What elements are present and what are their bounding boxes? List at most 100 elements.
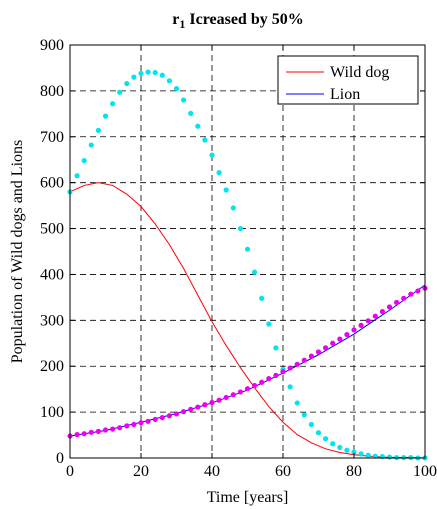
data-point <box>252 269 258 275</box>
data-point <box>230 392 236 398</box>
x-tick-label: 60 <box>275 463 291 480</box>
y-tick-label: 900 <box>40 37 64 54</box>
data-point <box>273 372 279 378</box>
data-point <box>173 411 180 417</box>
data-point <box>230 205 236 211</box>
y-tick-label: 800 <box>40 83 64 100</box>
data-point <box>266 321 272 327</box>
data-point <box>287 384 293 390</box>
data-point <box>88 429 94 435</box>
data-point <box>195 404 201 410</box>
data-point <box>110 426 116 432</box>
data-point <box>330 441 336 447</box>
data-point <box>117 425 123 431</box>
plot-frame <box>69 44 426 459</box>
data-point <box>301 412 307 418</box>
data-point <box>280 369 286 375</box>
data-point <box>145 418 151 424</box>
data-point <box>337 444 343 451</box>
data-point <box>173 85 180 92</box>
data-point <box>102 113 109 119</box>
data-point <box>188 406 194 412</box>
data-point <box>386 304 393 310</box>
data-point <box>351 327 357 333</box>
x-tick-label: 40 <box>204 463 220 480</box>
data-point <box>110 101 116 107</box>
data-point <box>223 187 229 193</box>
data-point <box>386 454 393 460</box>
legend-box <box>277 55 419 105</box>
data-point <box>344 447 350 453</box>
data-point <box>74 431 80 438</box>
y-tick-label: 500 <box>40 221 64 238</box>
title-rest: Icreased by 50% <box>185 11 303 28</box>
data-point <box>358 451 364 457</box>
data-point <box>365 318 371 324</box>
chart-title: r1 Icreased by 50% <box>172 11 303 31</box>
y-tick-label: 100 <box>40 404 64 421</box>
x-tick-label: 100 <box>413 463 437 480</box>
data-point <box>181 409 187 415</box>
data-point <box>408 291 414 297</box>
series-dots-3 <box>67 285 428 439</box>
data-point <box>138 70 144 77</box>
y-tick-label: 600 <box>40 175 64 192</box>
data-point <box>379 309 385 315</box>
data-point <box>372 313 378 319</box>
data-point <box>237 389 243 395</box>
data-point <box>401 295 407 301</box>
ticks: 0 20 40 60 80 100 0 100 200 300 400 500 600 700 800 900 <box>40 37 437 480</box>
title-subscript: 1 <box>179 17 185 31</box>
data-point <box>259 295 265 301</box>
data-point <box>301 357 307 363</box>
x-tick-label: 80 <box>346 463 362 480</box>
data-point <box>237 225 243 232</box>
data-point <box>252 382 258 389</box>
data-point <box>337 336 343 342</box>
data-point <box>287 365 293 371</box>
data-point <box>202 137 208 143</box>
data-point <box>365 452 371 458</box>
data-point <box>358 322 364 328</box>
data-point <box>216 397 222 403</box>
data-point <box>415 288 421 294</box>
data-point <box>323 345 329 351</box>
data-point <box>202 402 208 408</box>
data-point <box>308 353 314 359</box>
data-point <box>138 420 144 426</box>
x-tick-label: 20 <box>133 463 149 480</box>
data-point <box>181 97 187 103</box>
data-point <box>166 413 172 419</box>
data-point <box>351 449 357 455</box>
data-point <box>81 431 87 437</box>
data-point <box>244 386 251 392</box>
data-point <box>195 123 201 129</box>
data-point <box>294 400 300 406</box>
title-main: r <box>172 11 179 28</box>
x-axis-label: Time [years] <box>207 489 289 506</box>
data-point <box>188 110 194 116</box>
data-point <box>131 421 137 428</box>
legend-label: Wild dog <box>330 64 389 81</box>
data-point <box>88 142 94 148</box>
y-tick-label: 0 <box>56 450 64 467</box>
legend: Wild dog Lion <box>277 55 419 105</box>
data-point <box>102 427 109 433</box>
data-point <box>394 299 400 306</box>
series-dots-2 <box>67 69 428 461</box>
data-point <box>259 379 265 385</box>
data-point <box>166 78 172 84</box>
data-point <box>95 127 101 133</box>
data-point <box>159 415 165 421</box>
data-point <box>209 399 215 406</box>
data-point <box>95 428 101 434</box>
data-point <box>273 345 279 351</box>
data-point <box>124 80 130 87</box>
data-point <box>74 173 80 179</box>
data-point <box>117 89 123 95</box>
data-point <box>124 423 130 429</box>
data-point <box>323 436 329 442</box>
data-point <box>315 430 322 436</box>
data-point <box>294 361 300 367</box>
